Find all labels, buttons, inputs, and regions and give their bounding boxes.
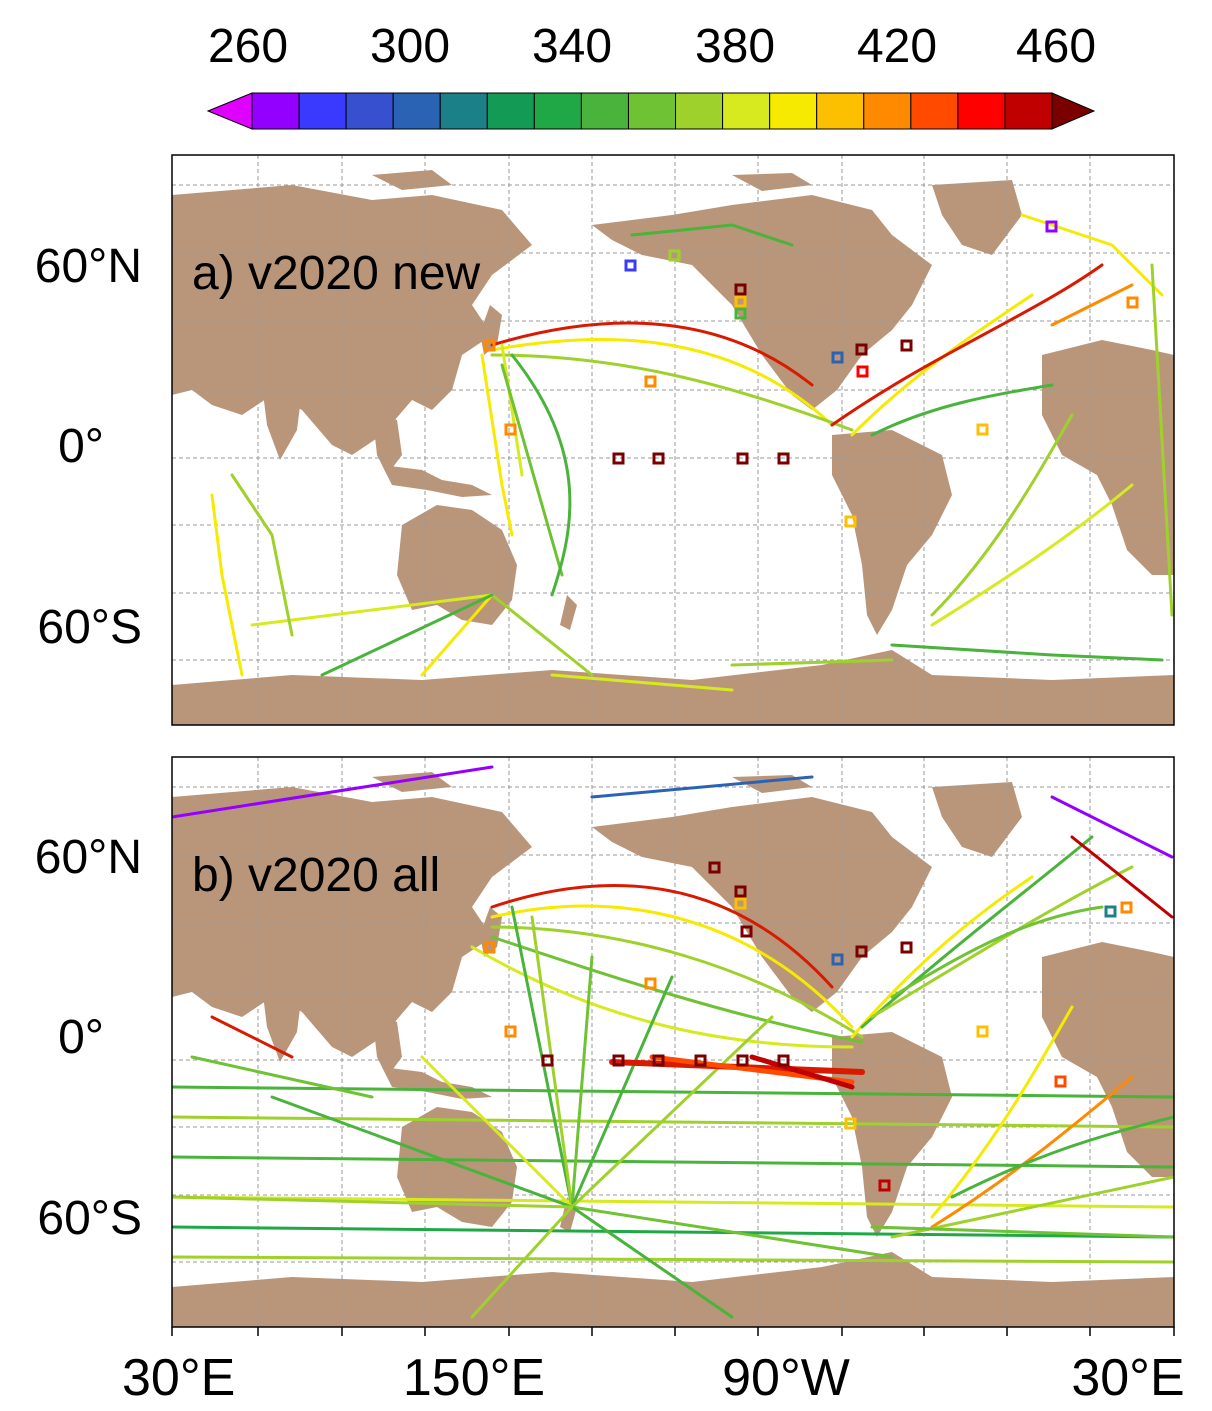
x-tick-label: 30°E (1071, 1349, 1184, 1407)
panel-frame (171, 154, 1175, 726)
colorbar-cell (627, 92, 677, 130)
x-tick-label: 150°E (403, 1349, 545, 1407)
x-axis-labels: 30°E 150°E 90°W 30°E (122, 1349, 1185, 1407)
x-axis-ticks (171, 1327, 1175, 1336)
x-tick-label: 30°E (122, 1349, 235, 1407)
colorbar-cell (675, 92, 724, 130)
colorbar-cell (486, 92, 535, 130)
colorbar-cell (863, 92, 912, 130)
colorbar-cell (298, 92, 347, 130)
colorbar-cell (957, 92, 1006, 130)
x-tick-label: 90°W (722, 1349, 850, 1407)
colorbar-cell (910, 92, 959, 130)
y-tick-label: 60°N (35, 240, 142, 293)
colorbar-low-arrow (206, 92, 253, 130)
colorbar: 260 300 340 380 420 460 (206, 20, 1096, 130)
colorbar-cell (816, 92, 865, 130)
panel-frame (171, 756, 1175, 1328)
y-tick-label: 60°S (37, 1192, 142, 1245)
colorbar-cell (439, 92, 488, 130)
colorbar-cell (533, 92, 582, 130)
colorbar-tick-label: 260 (208, 20, 288, 73)
colorbar-tick-label: 460 (1016, 20, 1096, 73)
colorbar-cell (345, 92, 394, 130)
panel-label: a) v2020 new (192, 247, 481, 300)
colorbar-cell (580, 92, 629, 130)
map-panel-b: b) v2020 all (171, 756, 1175, 1328)
colorbar-tick-label: 420 (857, 20, 937, 73)
y-tick-label: 60°S (37, 601, 142, 654)
colorbar-cell (392, 92, 441, 130)
map-panel-a: a) v2020 new (171, 154, 1175, 726)
y-axis-labels: 60°N 0° 60°S 60°N 0° 60°S (35, 240, 142, 1245)
colorbar-tick-label: 380 (695, 20, 775, 73)
y-tick-label: 60°N (35, 831, 142, 884)
y-tick-label: 0° (58, 1011, 104, 1064)
colorbar-cells (251, 92, 1053, 130)
colorbar-tick-label: 340 (532, 20, 612, 73)
colorbar-cell (251, 92, 300, 130)
colorbar-cell (1004, 92, 1053, 130)
colorbar-cell (769, 92, 818, 130)
y-tick-label: 0° (58, 420, 104, 473)
colorbar-cell (722, 92, 771, 130)
panel-label: b) v2020 all (192, 849, 440, 902)
colorbar-high-arrow (1051, 92, 1096, 130)
colorbar-tick-label: 300 (370, 20, 450, 73)
mooring-stations (483, 220, 1139, 528)
mooring-stations (483, 861, 1133, 1192)
